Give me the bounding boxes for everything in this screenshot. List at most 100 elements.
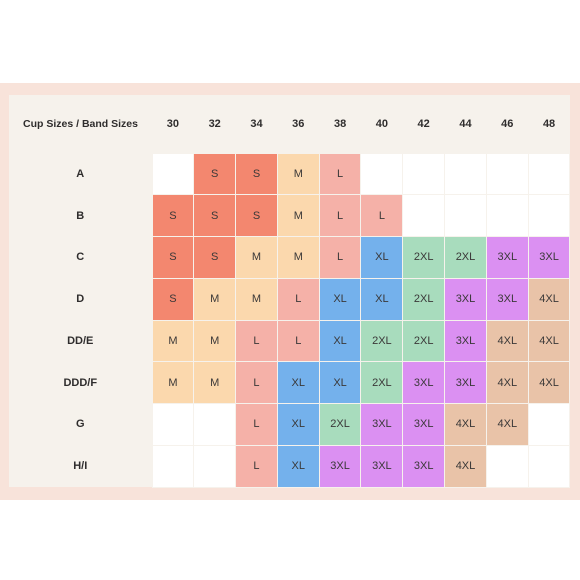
cup-size-label: C: [9, 236, 152, 279]
cup-size-label: DDD/F: [9, 361, 152, 404]
table-row: C S S M M L XL 2XL 2XL 3XL 3XL: [9, 236, 571, 279]
size-cell: 4XL: [444, 403, 487, 446]
size-cell: L: [235, 319, 278, 363]
cup-size-label: A: [9, 153, 152, 195]
size-cell: M: [235, 277, 278, 321]
size-cell: XL: [318, 319, 362, 363]
band-size-header: 30: [152, 95, 194, 153]
size-cell: [360, 152, 404, 196]
size-cell: S: [151, 277, 195, 321]
size-cell: [151, 444, 195, 488]
size-cell: 3XL: [485, 236, 529, 279]
band-size-header: 34: [235, 95, 278, 153]
size-cell: [151, 403, 195, 446]
size-cell: M: [276, 236, 320, 279]
size-cell: 4XL: [527, 277, 571, 321]
size-cell: 4XL: [485, 319, 529, 363]
size-cell: L: [235, 444, 278, 488]
cup-size-label: DD/E: [9, 320, 152, 362]
size-cell: 4XL: [527, 361, 571, 404]
size-cell: S: [193, 236, 237, 279]
size-cell: L: [318, 194, 362, 237]
size-cell: XL: [318, 361, 362, 404]
size-cell: 3XL: [527, 236, 571, 279]
size-cell: 4XL: [485, 403, 529, 446]
size-cell: 3XL: [360, 444, 404, 488]
size-cell: 4XL: [485, 361, 529, 404]
size-cell: M: [193, 277, 237, 321]
size-cell: 2XL: [444, 236, 487, 279]
size-cell: XL: [318, 277, 362, 321]
table-row: DDD/F M M L XL XL 2XL 3XL 3XL 4XL 4XL: [9, 361, 571, 404]
size-cell: 4XL: [527, 319, 571, 363]
size-cell: [527, 444, 571, 488]
cup-size-rows: A S S M L B S S S M L L C S S M M L XL 2XL 2XL 3XL 3XL D S M M L XL X…: [9, 152, 571, 488]
size-cell: 2XL: [402, 319, 446, 363]
cup-size-label: B: [9, 194, 152, 237]
cup-size-label: H/I: [9, 445, 152, 487]
size-cell: 3XL: [444, 277, 487, 321]
band-size-header: 32: [193, 95, 236, 153]
size-cell: 3XL: [360, 403, 404, 446]
size-cell: M: [276, 152, 320, 196]
size-cell: [485, 194, 529, 237]
size-cell: 3XL: [402, 403, 446, 446]
band-size-header: 38: [319, 95, 361, 153]
size-cell: 3XL: [444, 319, 487, 363]
size-cell: S: [193, 194, 237, 237]
size-cell: [444, 152, 487, 196]
cup-size-label: D: [9, 278, 152, 320]
size-cell: XL: [276, 403, 320, 446]
size-cell: S: [151, 194, 195, 237]
size-cell: M: [235, 236, 278, 279]
size-cell: M: [276, 194, 320, 237]
size-cell: S: [193, 152, 237, 196]
size-chart-table: Cup Sizes / Band Sizes 30 32 34 36 38 40 42 44 4…: [9, 95, 571, 488]
size-cell: L: [318, 236, 362, 279]
corner-label: Cup Sizes / Band Sizes: [9, 95, 152, 153]
size-cell: 3XL: [444, 361, 487, 404]
size-cell: [485, 152, 529, 196]
band-size-header: 46: [486, 95, 529, 153]
size-cell: 2XL: [402, 236, 446, 279]
table-row: G L XL 2XL 3XL 3XL 4XL 4XL: [9, 403, 571, 446]
size-cell: 2XL: [360, 319, 404, 363]
size-cell: [444, 194, 487, 237]
band-size-header-row: Cup Sizes / Band Sizes 30 32 34 36 38 40 42 44 4…: [9, 95, 570, 153]
size-cell: S: [235, 194, 278, 237]
size-chart: Cup Sizes / Band Sizes 30 32 34 36 38 40 42 44 4…: [9, 95, 571, 488]
size-cell: XL: [276, 444, 320, 488]
size-cell: S: [235, 152, 278, 196]
chart-frame: Cup Sizes / Band Sizes 30 32 34 36 38 40 42 44 4…: [0, 83, 580, 500]
table-row: D S M M L XL XL 2XL 3XL 3XL 4XL: [9, 277, 571, 321]
table-row: H/I L XL 3XL 3XL 3XL 4XL: [9, 444, 571, 488]
size-cell: M: [193, 361, 237, 404]
size-cell: 2XL: [360, 361, 404, 404]
table-row: DD/E M M L L XL 2XL 2XL 3XL 4XL 4XL: [9, 319, 571, 363]
size-cell: XL: [360, 277, 404, 321]
size-cell: [485, 444, 529, 488]
size-cell: 3XL: [485, 277, 529, 321]
band-size-header: 48: [528, 95, 570, 153]
size-cell: [402, 152, 446, 196]
size-cell: M: [193, 319, 237, 363]
size-cell: L: [276, 277, 320, 321]
size-cell: [193, 444, 237, 488]
size-cell: [151, 152, 195, 196]
band-size-header: 42: [402, 95, 445, 153]
size-cell: L: [318, 152, 362, 196]
size-cell: XL: [360, 236, 404, 279]
size-cell: [527, 403, 571, 446]
band-size-header: 44: [444, 95, 487, 153]
size-cell: 3XL: [318, 444, 362, 488]
size-cell: 2XL: [402, 277, 446, 321]
size-cell: 3XL: [402, 361, 446, 404]
cup-size-label: G: [9, 403, 152, 446]
size-cell: L: [235, 403, 278, 446]
size-cell: L: [235, 361, 278, 404]
size-cell: S: [151, 236, 195, 279]
size-cell: [193, 403, 237, 446]
size-cell: 3XL: [402, 444, 446, 488]
